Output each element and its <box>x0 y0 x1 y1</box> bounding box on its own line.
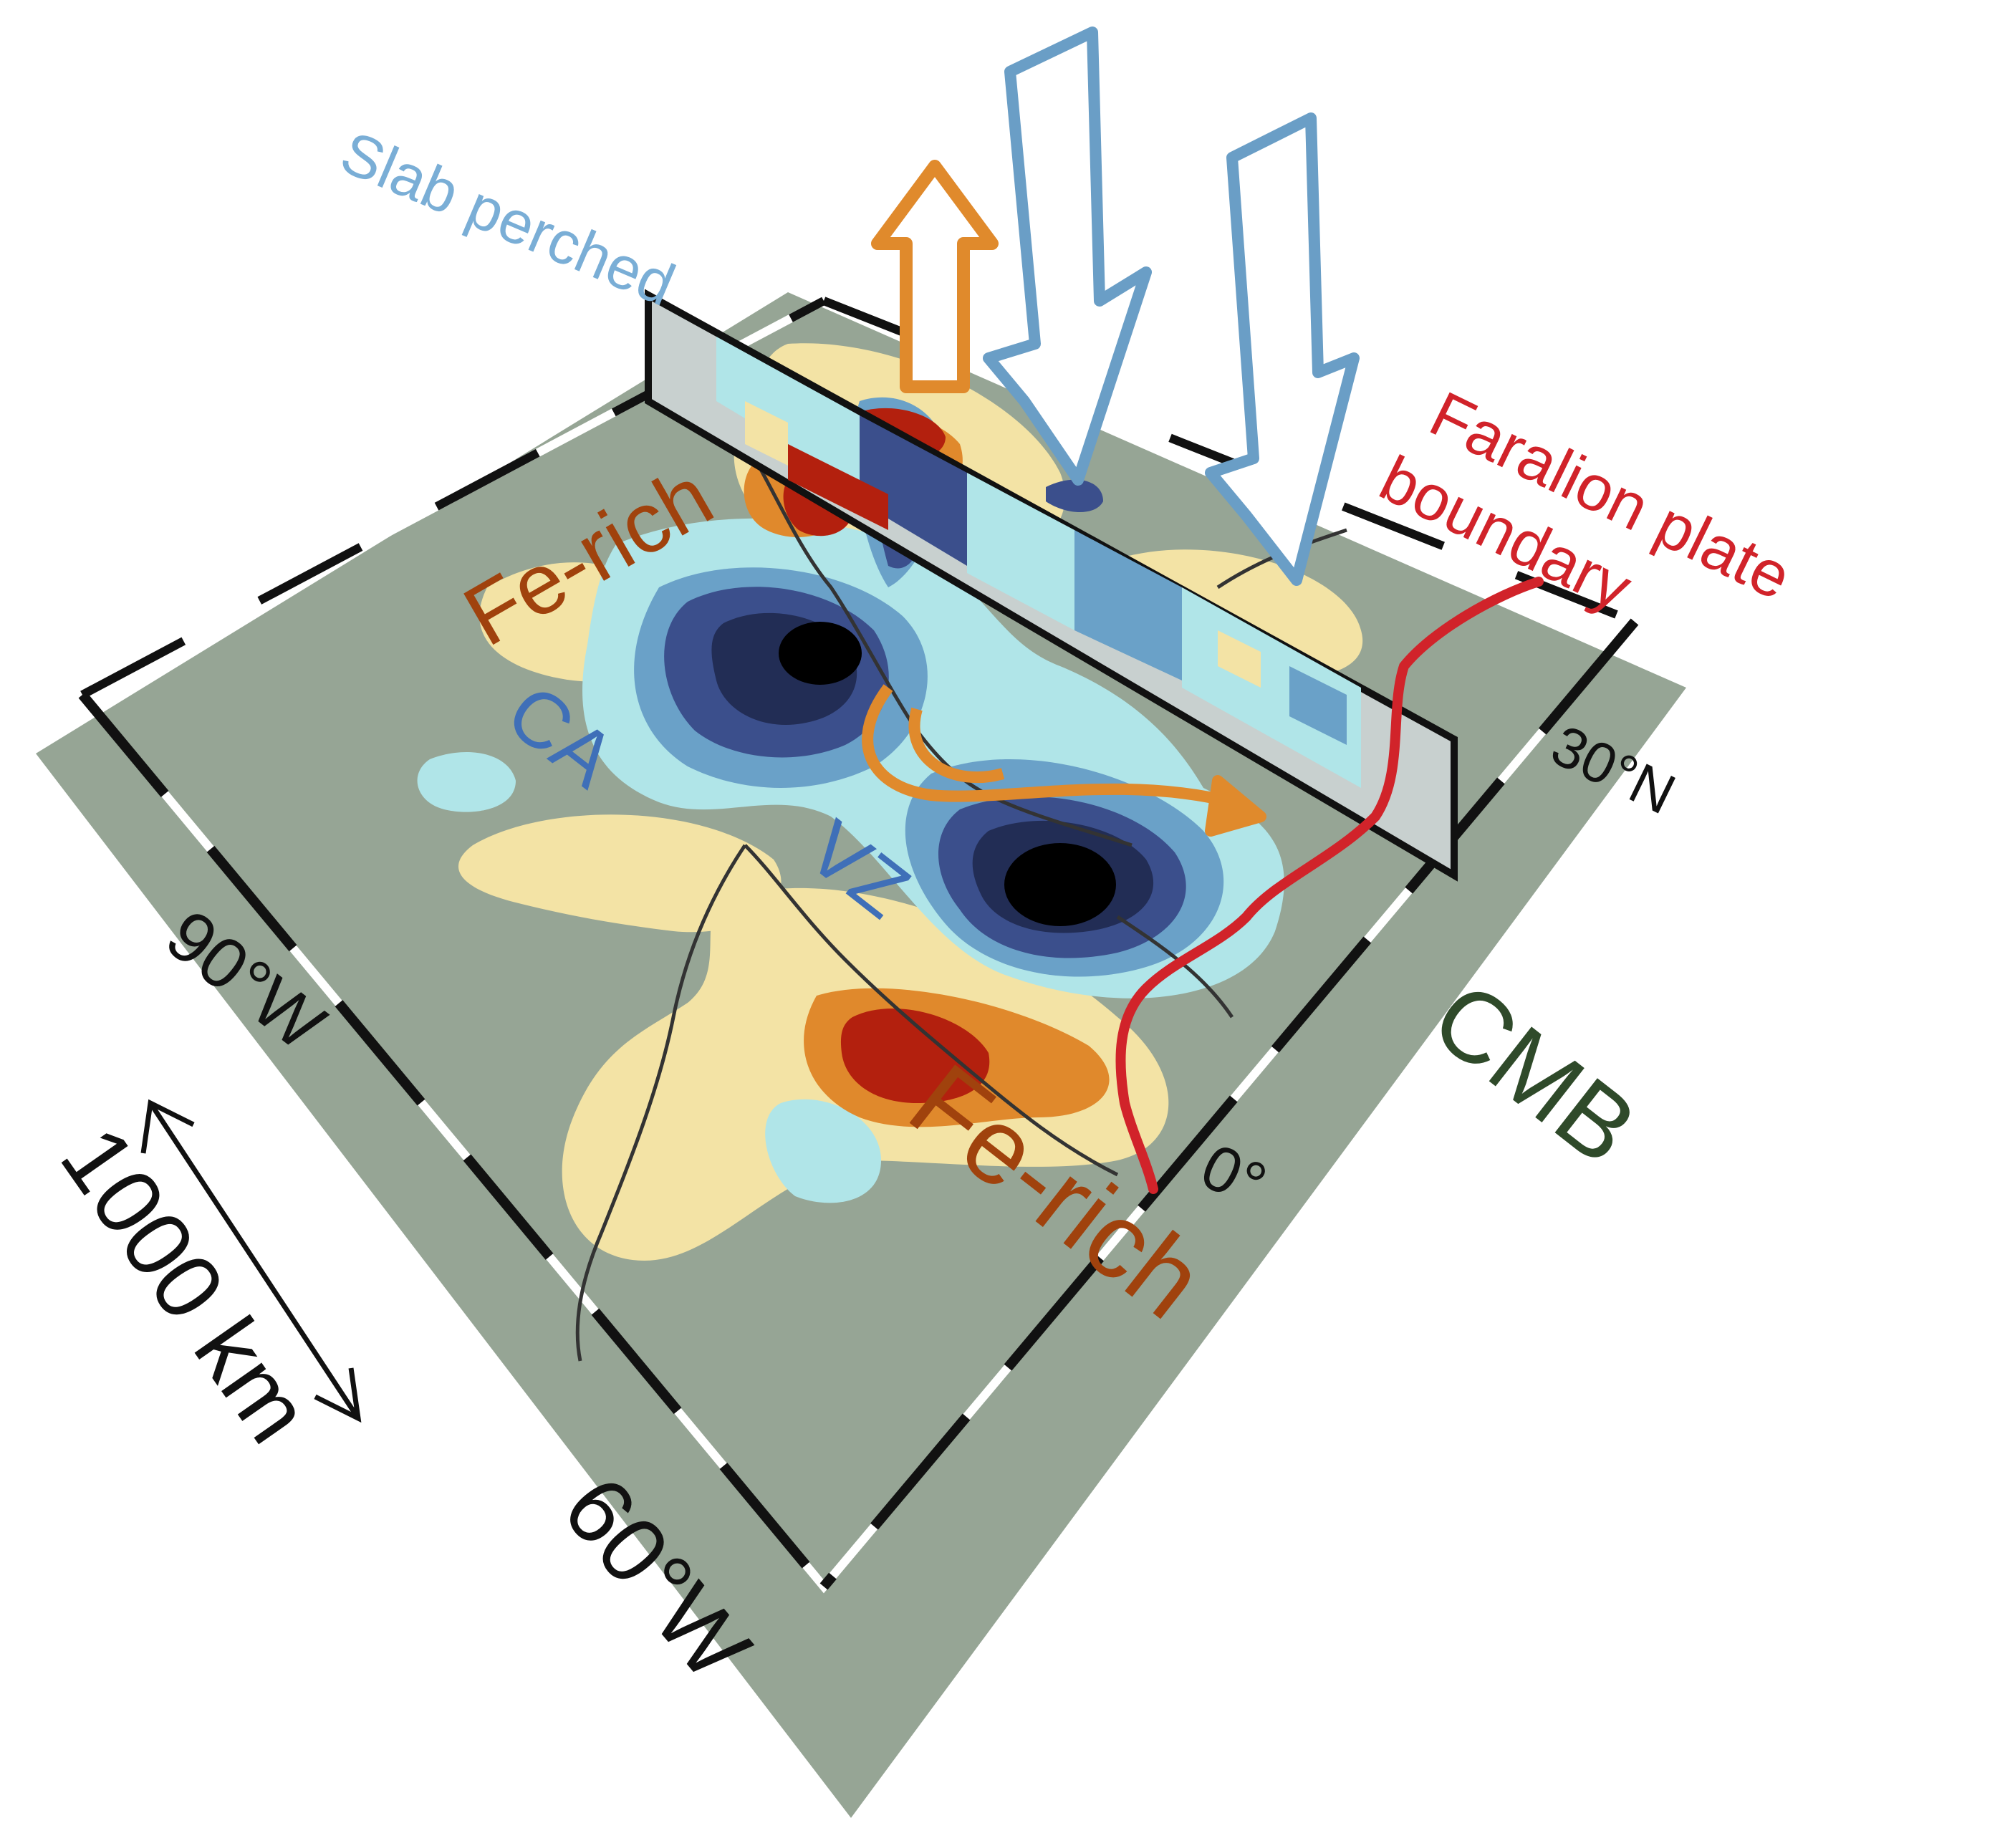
slab-perched-label: Slab perched <box>332 118 684 319</box>
anomaly-core-ca <box>779 622 862 685</box>
anomaly-lightblue-region <box>765 1099 881 1203</box>
anomaly-lightblue-region <box>417 752 516 812</box>
anomaly-navy-region <box>1046 479 1103 512</box>
slab-cross-section <box>645 289 1458 882</box>
anomaly-red-region <box>840 1009 990 1103</box>
circulation-arrow <box>862 684 1266 837</box>
anomaly-core-vz <box>1004 843 1116 926</box>
scale-bar: 1000 km <box>41 1099 362 1460</box>
coastlines <box>575 428 1347 1362</box>
slab-arrow <box>1205 112 1360 586</box>
anomaly-yellow-region <box>458 814 782 933</box>
faralion-plate-boundary-line <box>1115 577 1544 1194</box>
slab-arrow <box>983 27 1152 486</box>
upwelling-arrow <box>871 160 999 393</box>
